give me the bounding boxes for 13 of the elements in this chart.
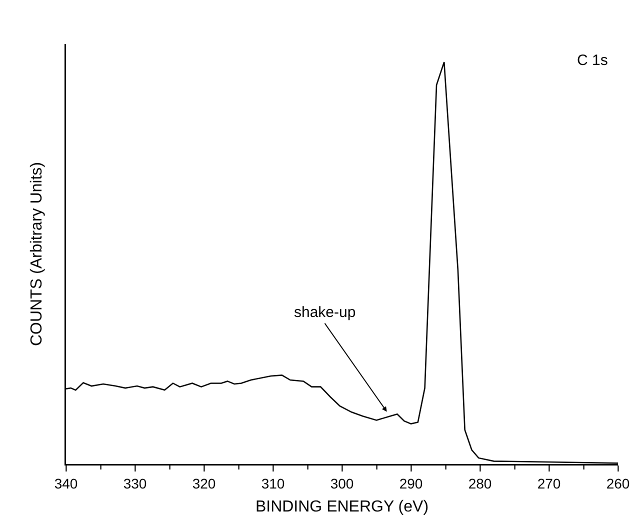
x-tick-label: 290: [399, 475, 423, 492]
y-axis-title: COUNTS (Arbitrary Units): [28, 162, 46, 346]
x-tick-label: 270: [537, 475, 561, 492]
x-tick-label: 340: [54, 475, 78, 492]
x-tick-label: 280: [468, 475, 492, 492]
x-tick-label: 300: [330, 475, 354, 492]
annotation: C 1s: [577, 52, 608, 69]
x-tick-label: 330: [123, 475, 147, 492]
x-tick-label: 310: [261, 475, 285, 492]
annotation: shake-up: [294, 304, 356, 321]
x-axis-title: BINDING ENERGY (eV): [255, 498, 429, 516]
x-tick-label: 260: [606, 475, 630, 492]
x-tick-label: 320: [192, 475, 216, 492]
